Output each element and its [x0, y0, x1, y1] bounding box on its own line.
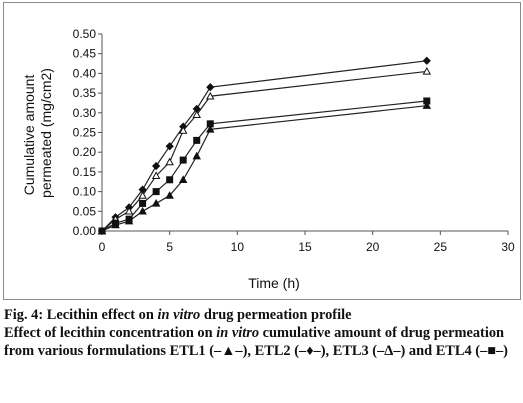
- point-etl1: [178, 175, 188, 183]
- y-tick-label: 0.35: [73, 86, 97, 100]
- point-etl4: [166, 176, 174, 184]
- x-tick-label: 30: [501, 240, 515, 254]
- point-etl4: [423, 97, 431, 105]
- y-tick-label: 0.05: [73, 204, 97, 218]
- point-etl3: [124, 206, 134, 215]
- point-etl3: [178, 126, 188, 134]
- point-etl1: [151, 198, 161, 207]
- y-axis-label: Cumulative amount permeated (mg/cm2): [21, 68, 54, 198]
- point-etl1: [422, 101, 432, 109]
- y-tick-label: 0.30: [73, 106, 97, 120]
- permeation-chart: 0.00 0.05 0.10 0.15 0.20 0.25 0.30 0.35 0.40 0.45…: [21, 27, 515, 291]
- caption-title-post: drug permeation profile: [200, 307, 352, 323]
- point-etl1: [138, 206, 147, 215]
- point-etl4: [179, 156, 187, 164]
- point-etl2: [422, 56, 431, 65]
- y-axis-label-line2: permeated (mg/cm2): [38, 68, 54, 198]
- x-tick-label: 0: [99, 240, 106, 254]
- point-etl4: [125, 215, 133, 223]
- point-etl4: [206, 120, 214, 128]
- point-etl2: [165, 142, 174, 151]
- caption-desc-a: Effect of lecithin concentration on: [4, 325, 217, 341]
- caption-title-italic: in vitro: [157, 307, 201, 323]
- point-etl3: [192, 110, 201, 118]
- y-axis-label-line1: Cumulative amount: [21, 75, 37, 196]
- caption-desc-italic: in vitro: [216, 325, 260, 341]
- series-line-etl2: [101, 60, 427, 232]
- x-tick-label: 20: [366, 240, 380, 254]
- series-line-etl1: [101, 105, 427, 232]
- x-tick-label: 10: [231, 240, 245, 254]
- chart-axes: 0.00 0.05 0.10 0.15 0.20 0.25 0.30 0.35 0.40 0.45…: [73, 27, 515, 254]
- caption-title-pre: Fig. 4: Lecithin effect on: [4, 307, 158, 323]
- point-etl4: [98, 227, 106, 235]
- y-tick-label: 0.20: [73, 145, 97, 159]
- point-etl3: [165, 157, 174, 166]
- point-etl4: [193, 136, 201, 144]
- point-etl4: [112, 219, 120, 227]
- figure-caption-title: Fig. 4: Lecithin effect on in vitro drug…: [4, 306, 519, 324]
- point-etl3: [422, 67, 432, 75]
- x-tick-label: 5: [166, 240, 173, 254]
- point-etl1: [206, 124, 215, 133]
- y-tick-label: 0.10: [73, 185, 97, 199]
- point-etl4: [152, 188, 160, 196]
- figure-caption-description: Effect of lecithin concentration on in v…: [4, 324, 519, 360]
- point-etl4: [139, 199, 147, 207]
- figure-frame: 0.00 0.05 0.10 0.15 0.20 0.25 0.30 0.35 0.40 0.45…: [3, 2, 521, 300]
- point-etl3: [151, 171, 161, 180]
- y-tick-label: 0.25: [73, 126, 97, 140]
- series-line-etl3: [101, 70, 427, 232]
- chart-series: [97, 56, 432, 236]
- x-tick-label: 25: [434, 240, 448, 254]
- point-etl3: [206, 91, 215, 100]
- y-tick-label: 0.50: [73, 27, 97, 41]
- point-etl1: [165, 191, 174, 199]
- point-etl2: [152, 161, 161, 171]
- y-tick-label: 0.15: [73, 165, 97, 179]
- point-etl3: [138, 191, 147, 199]
- y-tick-label: 0.00: [73, 224, 97, 238]
- caption-desc-b: cumulative amount of drug permeation fro…: [4, 325, 508, 359]
- x-tick-label: 15: [298, 240, 312, 254]
- point-etl2: [206, 83, 215, 92]
- x-axis-label: Time (h): [248, 275, 300, 291]
- point-etl1: [192, 151, 201, 160]
- y-tick-label: 0.40: [73, 66, 97, 80]
- series-line-etl4: [101, 100, 427, 232]
- y-tick-label: 0.45: [73, 47, 97, 61]
